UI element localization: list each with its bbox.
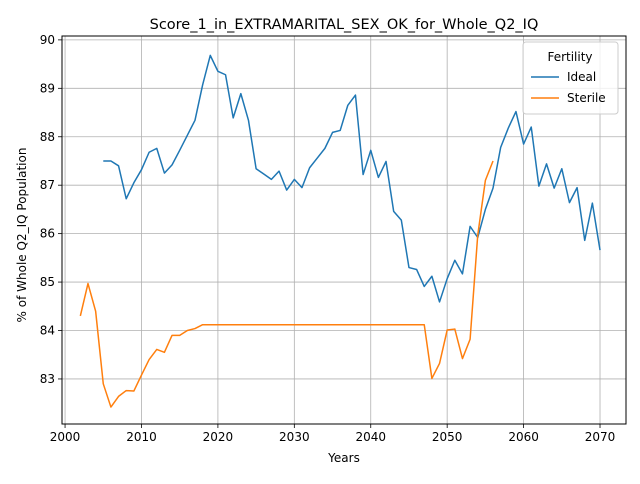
legend-box — [522, 41, 619, 115]
x-tick-label: 2050 — [432, 430, 463, 444]
plot-area-frame — [61, 35, 627, 425]
y-tick-label: 85 — [40, 275, 55, 289]
y-tick-label: 87 — [40, 178, 55, 192]
y-axis-label: % of Whole Q2_IQ Population — [15, 148, 29, 323]
legend-title: Fertility — [547, 50, 592, 64]
y-axis-ticks: 83 84 85 86 87 88 89 90 — [40, 33, 62, 386]
x-tick-label: 2000 — [50, 430, 81, 444]
x-tick-label: 2070 — [585, 430, 616, 444]
legend-label-sterile: Sterile — [567, 91, 606, 105]
series-lines — [79, 54, 601, 408]
y-tick-label: 83 — [40, 372, 55, 386]
series-line-ideal — [103, 54, 601, 303]
y-tick-label: 86 — [40, 227, 55, 241]
x-axis-ticks: 2000 2010 2020 2030 2040 2050 2060 2070 — [50, 424, 616, 444]
y-tick-label: 84 — [40, 324, 55, 338]
x-tick-label: 2030 — [279, 430, 310, 444]
series-line-sterile — [79, 160, 494, 408]
legend: Fertility Ideal Sterile — [522, 41, 619, 115]
legend-label-ideal: Ideal — [567, 70, 596, 84]
y-tick-label: 88 — [40, 130, 55, 144]
x-axis-label: Years — [327, 451, 360, 465]
x-tick-label: 2020 — [203, 430, 234, 444]
y-tick-label: 89 — [40, 81, 55, 95]
x-tick-label: 2010 — [126, 430, 157, 444]
chart-title: Score_1_in_EXTRAMARITAL_SEX_OK_for_Whole… — [150, 17, 539, 33]
y-tick-label: 90 — [40, 33, 55, 47]
x-tick-label: 2040 — [355, 430, 386, 444]
x-tick-label: 2060 — [508, 430, 539, 444]
